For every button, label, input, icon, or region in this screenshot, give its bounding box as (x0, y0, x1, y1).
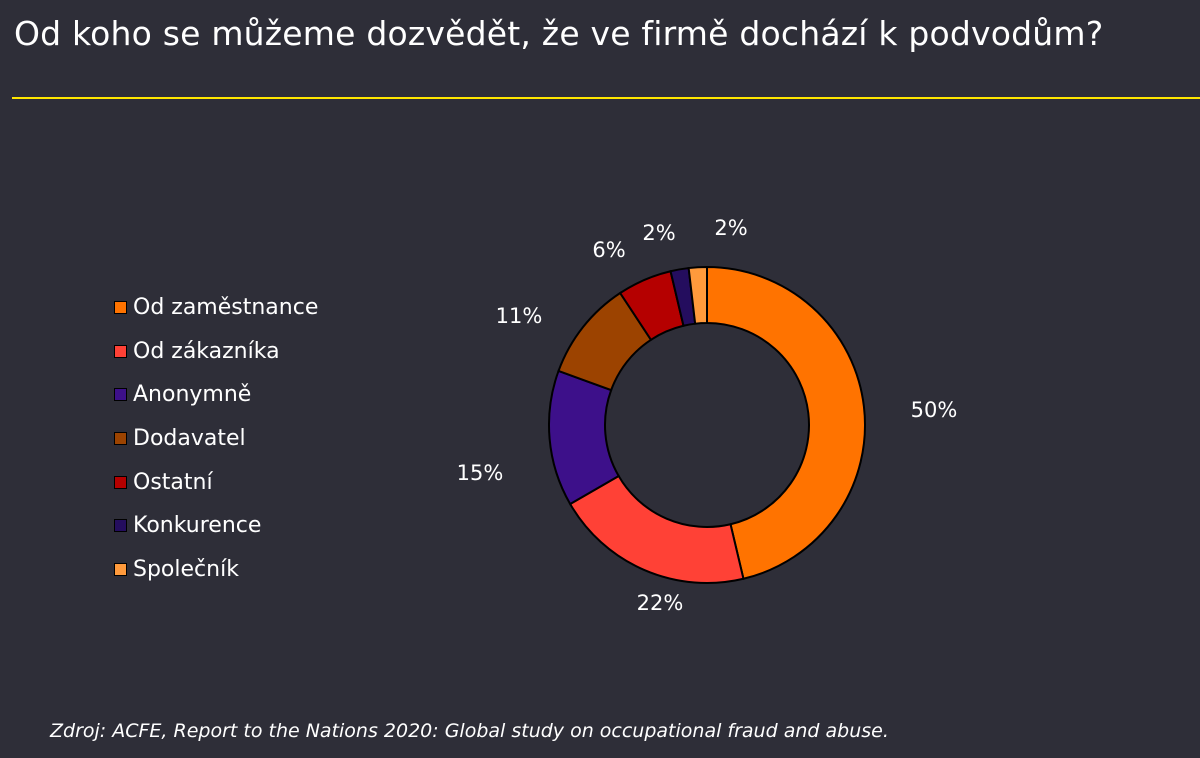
legend-swatch (114, 519, 127, 533)
legend-label: Od zaměstnance (133, 295, 319, 321)
legend-swatch (114, 432, 127, 446)
legend-swatch (114, 475, 127, 489)
donut-slice (568, 474, 745, 584)
legend-item: Od zákazníka (114, 330, 318, 374)
legend-swatch (114, 344, 127, 358)
legend-swatch (114, 562, 127, 576)
slice-value-label: 2% (714, 216, 747, 240)
legend-swatch (114, 301, 127, 315)
legend-item: Společník (114, 548, 318, 592)
slice-value-label: 6% (592, 238, 625, 262)
legend-item: Od zaměstnance (114, 286, 318, 330)
title-divider (12, 97, 1200, 99)
legend-label: Od zákazníka (133, 338, 280, 364)
donut-slice (687, 265, 708, 325)
legend-item: Ostatní (114, 460, 318, 504)
slice-value-label: 2% (642, 221, 675, 245)
donut-slice (706, 265, 866, 580)
legend-item: Konkurence (114, 504, 318, 548)
legend-label: Ostatní (133, 469, 213, 495)
source-note: Zdroj: ACFE, Report to the Nations 2020:… (50, 720, 889, 742)
legend-item: Dodavatel (114, 417, 318, 461)
legend-label: Konkurence (133, 513, 262, 539)
slice-value-label: 50% (911, 398, 958, 422)
legend-label: Společník (133, 556, 239, 582)
page-title: Od koho se můžeme dozvědět, že ve firmě … (14, 14, 1104, 53)
chart-legend: Od zaměstnance Od zákazníka Anonymně Dod… (114, 286, 318, 591)
legend-label: Dodavatel (133, 426, 246, 452)
slice-value-label: 22% (637, 591, 684, 615)
slice-value-label: 11% (496, 304, 543, 328)
legend-label: Anonymně (133, 382, 252, 408)
legend-item: Anonymně (114, 373, 318, 417)
legend-swatch (114, 388, 127, 402)
slice-value-label: 15% (457, 461, 504, 485)
